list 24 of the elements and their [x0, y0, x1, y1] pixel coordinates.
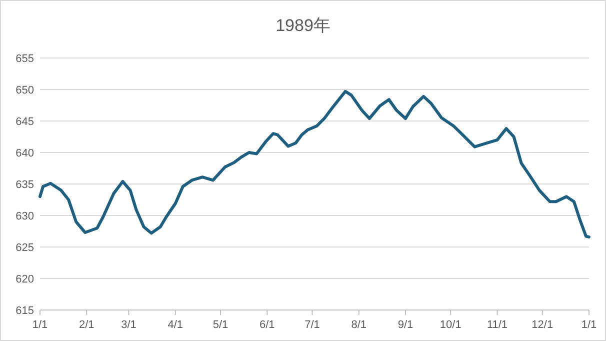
x-tick-label: 12/1 — [532, 319, 554, 331]
x-tick-label: 2/1 — [78, 319, 94, 331]
y-tick-label: 625 — [16, 242, 34, 254]
y-tick-label: 635 — [16, 179, 34, 191]
x-tick-label: 10/1 — [440, 319, 462, 331]
y-tick-label: 650 — [16, 84, 34, 96]
x-tick-label: 7/1 — [304, 319, 320, 331]
x-tick-label: 8/1 — [351, 319, 367, 331]
x-tick-label: 4/1 — [168, 319, 184, 331]
x-tick-label: 9/1 — [398, 319, 414, 331]
x-tick-label: 5/1 — [212, 319, 228, 331]
y-tick-label: 645 — [16, 116, 34, 128]
y-tick-label: 615 — [16, 305, 34, 317]
x-tick-label: 6/1 — [259, 319, 275, 331]
y-tick-label: 630 — [16, 210, 34, 222]
x-tick-label: 1/1 — [32, 319, 48, 331]
x-tick-label: 1/1 — [581, 319, 597, 331]
y-tick-label: 620 — [16, 274, 34, 286]
chart-title: 1989年 — [276, 16, 330, 35]
x-tick-label: 3/1 — [121, 319, 136, 331]
y-tick-label: 655 — [16, 53, 34, 65]
line-series — [38, 90, 590, 238]
x-tick-label: 11/1 — [486, 319, 508, 331]
y-tick-label: 640 — [16, 148, 34, 160]
